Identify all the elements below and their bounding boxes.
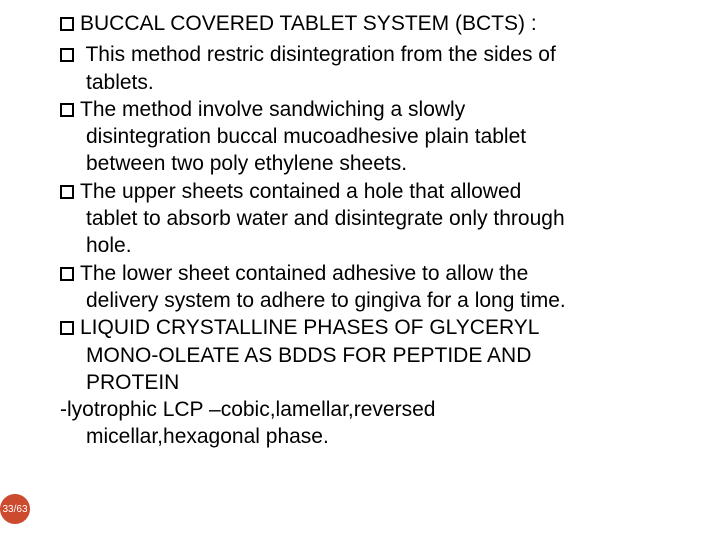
checkbox-icon [60,48,74,62]
bullet-text: The lower sheet contained adhesive to al… [80,262,528,285]
bullet-item: The method involve sandwiching a slowly [60,96,690,123]
checkbox-icon [60,103,74,117]
trailing-text: -lyotrophic LCP –cobic,lamellar,reversed [60,396,690,423]
bullet-continuation: MONO-OLEATE AS BDDS FOR PEPTIDE AND [60,342,690,369]
bullet-text: The method involve sandwiching a slowly [80,98,465,121]
slide-title: BUCCAL COVERED TABLET SYSTEM (BCTS) : [80,12,537,35]
checkbox-icon [60,185,74,199]
page-number: 33/63 [2,504,27,515]
bullet-item: LIQUID CRYSTALLINE PHASES OF GLYCERYL [60,314,690,341]
bullet-item: This method restric disintegration from … [60,41,690,68]
slide-title-line: BUCCAL COVERED TABLET SYSTEM (BCTS) : [60,10,690,37]
bullet-continuation: between two poly ethylene sheets. [60,150,690,177]
page-number-badge: 33/63 [0,494,30,524]
bullet-item: The lower sheet contained adhesive to al… [60,260,690,287]
checkbox-icon [60,17,74,31]
bullet-continuation: PROTEIN [60,369,690,396]
bullet-continuation: tablets. [60,69,690,96]
bullet-continuation: hole. [60,232,690,259]
checkbox-icon [60,321,74,335]
bullet-item: The upper sheets contained a hole that a… [60,178,690,205]
bullet-text: This method restric disintegration from … [80,43,556,66]
bullet-continuation: tablet to absorb water and disintegrate … [60,205,690,232]
bullet-continuation: disintegration buccal mucoadhesive plain… [60,123,690,150]
slide-container: BUCCAL COVERED TABLET SYSTEM (BCTS) : Th… [0,0,720,540]
trailing-text: micellar,hexagonal phase. [60,423,690,450]
bullet-continuation: delivery system to adhere to gingiva for… [60,287,690,314]
checkbox-icon [60,267,74,281]
bullet-text: LIQUID CRYSTALLINE PHASES OF GLYCERYL [80,316,539,339]
bullet-text: The upper sheets contained a hole that a… [80,180,521,203]
